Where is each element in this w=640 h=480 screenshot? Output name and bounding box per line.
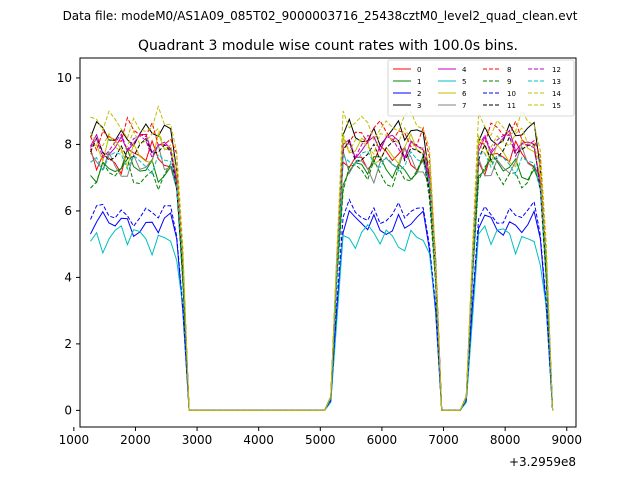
- series-line-10: [90, 198, 554, 411]
- series-line-15: [90, 126, 554, 411]
- plot-lines: [90, 104, 554, 411]
- series-line-13: [90, 150, 554, 411]
- y-tick-label: 0: [64, 403, 72, 417]
- legend-label-15: 15: [552, 102, 561, 110]
- legend-label-8: 8: [507, 66, 511, 74]
- legend-label-12: 12: [552, 66, 561, 74]
- legend-label-11: 11: [507, 102, 516, 110]
- legend-label-10: 10: [507, 90, 516, 98]
- legend-label-0: 0: [417, 66, 421, 74]
- x-tick-label: 9000: [551, 433, 582, 447]
- y-tick-label: 4: [64, 270, 72, 284]
- y-tick-label: 2: [64, 337, 72, 351]
- x-tick-label: 3000: [182, 433, 213, 447]
- legend-label-13: 13: [552, 78, 561, 86]
- x-tick-label: 2000: [120, 433, 151, 447]
- x-tick-label: 5000: [305, 433, 336, 447]
- x-tick-label: 6000: [367, 433, 398, 447]
- legend-label-4: 4: [462, 66, 467, 74]
- x-tick-label: 7000: [428, 433, 459, 447]
- y-tick-label: 6: [64, 204, 72, 218]
- chart-title: Quadrant 3 module wise count rates with …: [138, 38, 518, 54]
- legend-label-5: 5: [462, 78, 466, 86]
- y-axis: 0 2 4 6 8 10: [57, 71, 80, 417]
- axes-frame: [79, 57, 577, 428]
- legend-frame: [387, 59, 575, 117]
- legend-label-2: 2: [417, 90, 421, 98]
- legend-label-7: 7: [462, 102, 466, 110]
- x-tick-label: 8000: [490, 433, 521, 447]
- x-tick-label: 1000: [59, 433, 90, 447]
- legend-label-6: 6: [462, 90, 467, 98]
- series-line-9: [90, 154, 554, 411]
- x-axis-offset-label: +3.2959e8: [509, 455, 576, 469]
- legend-label-3: 3: [417, 102, 421, 110]
- y-tick-label: 10: [57, 71, 72, 85]
- x-axis: 1000 2000 3000 4000 5000 6000 7000 8000 9000: [59, 427, 582, 447]
- y-tick-label: 8: [64, 137, 72, 151]
- x-tick-label: 4000: [243, 433, 274, 447]
- legend-label-1: 1: [417, 78, 421, 86]
- figure-suptitle: Data file: modeM0/AS1A09_085T02_90000037…: [63, 9, 578, 23]
- legend-label-9: 9: [507, 78, 511, 86]
- legend-label-14: 14: [552, 90, 561, 98]
